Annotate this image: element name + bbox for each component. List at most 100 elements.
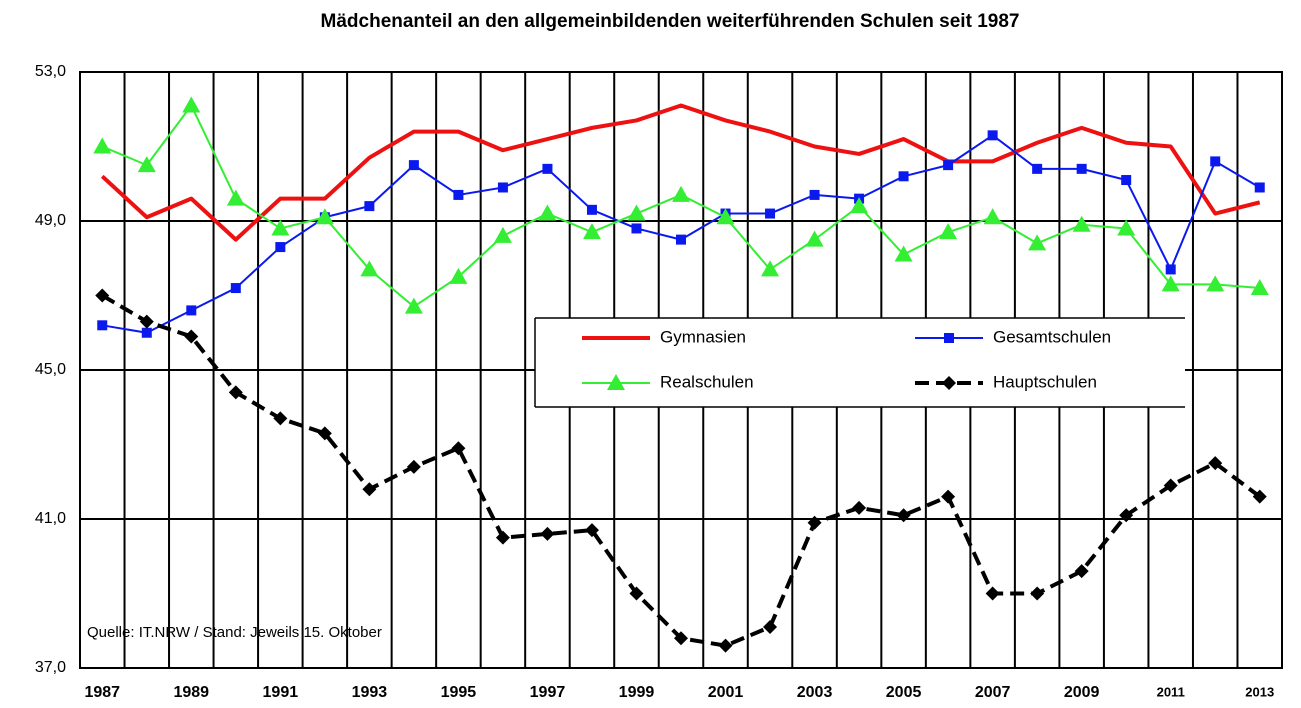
- series-line: [100, 103, 1261, 242]
- point-marker: [672, 185, 690, 202]
- point-marker: [230, 283, 241, 294]
- point-marker: [182, 96, 201, 113]
- point-marker: [896, 508, 911, 523]
- x-tick-label: 1991: [263, 684, 299, 701]
- point-marker: [894, 245, 913, 262]
- point-marker: [1252, 489, 1267, 504]
- point-marker: [97, 320, 108, 331]
- point-marker: [404, 297, 423, 314]
- point-marker: [538, 204, 557, 221]
- point-marker: [943, 160, 954, 171]
- x-tick-label: 1989: [173, 684, 209, 701]
- point-marker: [1072, 215, 1091, 232]
- x-tick-label: 2001: [708, 684, 744, 701]
- point-marker: [449, 267, 468, 284]
- point-marker: [1161, 275, 1180, 292]
- legend-label: Gymnasien: [660, 327, 746, 346]
- point-marker: [629, 586, 644, 601]
- point-marker: [364, 201, 375, 212]
- point-marker: [939, 223, 958, 240]
- x-tick-label: 2007: [975, 684, 1011, 701]
- point-marker: [139, 314, 154, 329]
- x-tick-label: 2013: [1245, 684, 1274, 699]
- point-marker: [1121, 175, 1132, 186]
- point-marker: [542, 163, 553, 174]
- y-tick-label: 37,0: [35, 659, 66, 676]
- x-tick-label: 1995: [441, 684, 477, 701]
- legend-bg: [535, 318, 1185, 407]
- point-marker: [1163, 478, 1178, 493]
- legend-marker: [607, 374, 625, 390]
- legend-label: Hauptschulen: [993, 372, 1097, 391]
- point-marker: [1210, 156, 1221, 167]
- legend-marker: [944, 333, 954, 343]
- point-marker: [1254, 182, 1265, 193]
- point-marker: [228, 385, 243, 400]
- point-marker: [406, 459, 421, 474]
- point-marker: [763, 620, 778, 635]
- point-marker: [852, 500, 867, 515]
- point-marker: [805, 230, 824, 247]
- legend-marker: [942, 376, 956, 390]
- y-tick-label: 49,0: [35, 212, 66, 229]
- point-marker: [184, 329, 199, 344]
- legend-label: Gesamtschulen: [993, 327, 1111, 346]
- point-marker: [451, 441, 466, 456]
- point-marker: [983, 208, 1002, 225]
- y-tick-label: 45,0: [35, 361, 66, 378]
- point-marker: [1028, 234, 1047, 251]
- point-marker: [898, 171, 909, 182]
- point-marker: [360, 260, 379, 277]
- x-tick-label: 1999: [619, 684, 655, 701]
- point-marker: [1030, 586, 1045, 601]
- point-marker: [1165, 264, 1176, 275]
- x-tick-label: 1987: [84, 684, 120, 701]
- point-marker: [631, 223, 642, 234]
- point-marker: [761, 260, 780, 277]
- point-marker: [941, 489, 956, 504]
- x-tick-label: 2009: [1064, 684, 1100, 701]
- point-marker: [95, 288, 110, 303]
- point-marker: [186, 305, 197, 316]
- point-marker: [271, 219, 290, 236]
- point-marker: [540, 526, 555, 541]
- point-marker: [627, 204, 646, 221]
- plot-border: [79, 71, 1283, 669]
- point-marker: [273, 411, 288, 426]
- x-tick-label: 1993: [352, 684, 388, 701]
- point-marker: [718, 638, 733, 653]
- point-marker: [1208, 456, 1223, 471]
- point-marker: [497, 182, 508, 193]
- y-tick-label: 53,0: [35, 63, 66, 80]
- point-marker: [1032, 163, 1043, 174]
- point-marker: [226, 189, 245, 206]
- point-marker: [985, 586, 1000, 601]
- point-marker: [315, 208, 334, 225]
- point-marker: [676, 234, 686, 245]
- y-tick-label: 41,0: [35, 510, 66, 527]
- point-marker: [495, 530, 510, 545]
- point-marker: [987, 130, 998, 141]
- point-marker: [93, 137, 112, 154]
- point-marker: [584, 523, 599, 538]
- annotation: Quelle: IT.NRW / Stand: Jeweils 15. Okto…: [87, 624, 382, 641]
- chart-title: Mädchenanteil an den allgemeinbildenden …: [321, 11, 1020, 32]
- legend-label: Realschulen: [660, 372, 754, 391]
- point-marker: [716, 208, 735, 225]
- point-marker: [1074, 564, 1089, 579]
- point-marker: [1206, 275, 1225, 292]
- point-marker: [1250, 279, 1269, 296]
- point-marker: [362, 482, 377, 497]
- point-marker: [317, 426, 332, 441]
- point-marker: [493, 226, 512, 243]
- point-marker: [1119, 508, 1134, 523]
- point-marker: [453, 189, 464, 200]
- point-marker: [141, 327, 152, 338]
- point-marker: [137, 156, 156, 173]
- x-tick-label: 2011: [1157, 684, 1185, 699]
- point-marker: [850, 197, 869, 214]
- point-marker: [765, 208, 776, 219]
- point-marker: [674, 631, 688, 646]
- point-marker: [809, 189, 820, 200]
